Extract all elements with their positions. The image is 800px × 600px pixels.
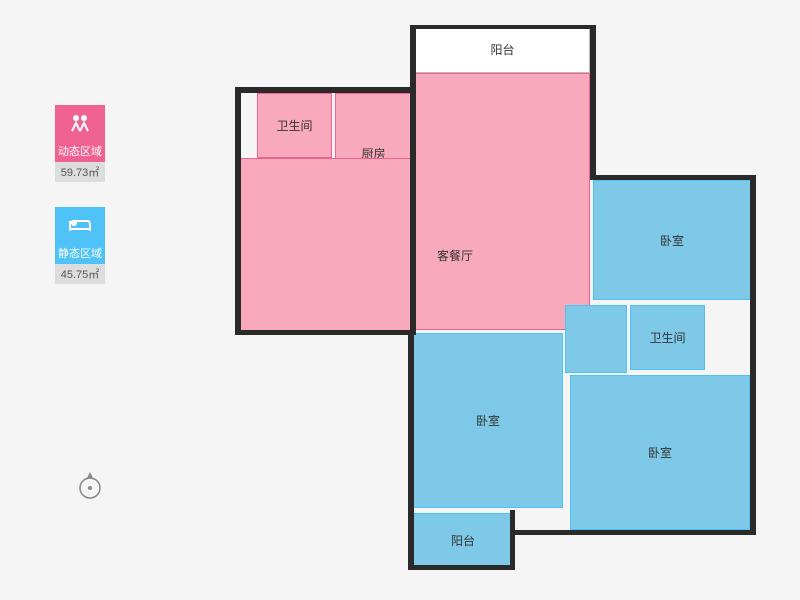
legend-static: 静态区域 45.75㎡: [55, 207, 105, 284]
room-客餐厅-上: [415, 73, 590, 330]
floorplan: 阳台卫生间厨房客餐厅卧室卫生间卧室卧室阳台: [235, 25, 755, 580]
room-卧室2: 卧室: [413, 333, 563, 508]
wall: [590, 25, 596, 180]
wall: [410, 565, 515, 570]
room-阳台2: 阳台: [413, 513, 513, 568]
wall: [235, 330, 415, 335]
wall: [410, 25, 416, 335]
people-icon: [55, 105, 105, 140]
legend-static-value: 45.75㎡: [55, 264, 105, 284]
room-客餐厅标签: 客餐厅: [425, 245, 485, 265]
room-阳台1: 阳台: [415, 25, 590, 73]
room-通道: [565, 305, 627, 373]
room-卫生间2: 卫生间: [630, 305, 705, 370]
wall: [235, 87, 415, 93]
wall: [235, 87, 241, 335]
legend-dynamic: 动态区域 59.73㎡: [55, 105, 105, 182]
wall: [408, 330, 414, 570]
wall: [410, 25, 595, 29]
legend-dynamic-value: 59.73㎡: [55, 162, 105, 182]
legend-panel: 动态区域 59.73㎡ 静态区域 45.75㎡: [55, 105, 105, 309]
wall: [510, 530, 755, 535]
wall: [750, 175, 756, 535]
room-卧室3: 卧室: [570, 375, 750, 530]
room-客餐厅-下左: [238, 158, 415, 331]
wall: [590, 175, 755, 180]
room-卧室1: 卧室: [593, 180, 751, 300]
compass-icon: [75, 470, 105, 505]
legend-dynamic-label: 动态区域: [55, 140, 105, 162]
wall: [510, 510, 515, 570]
legend-static-label: 静态区域: [55, 242, 105, 264]
bed-icon: [55, 207, 105, 242]
room-卫生间1: 卫生间: [257, 93, 332, 158]
